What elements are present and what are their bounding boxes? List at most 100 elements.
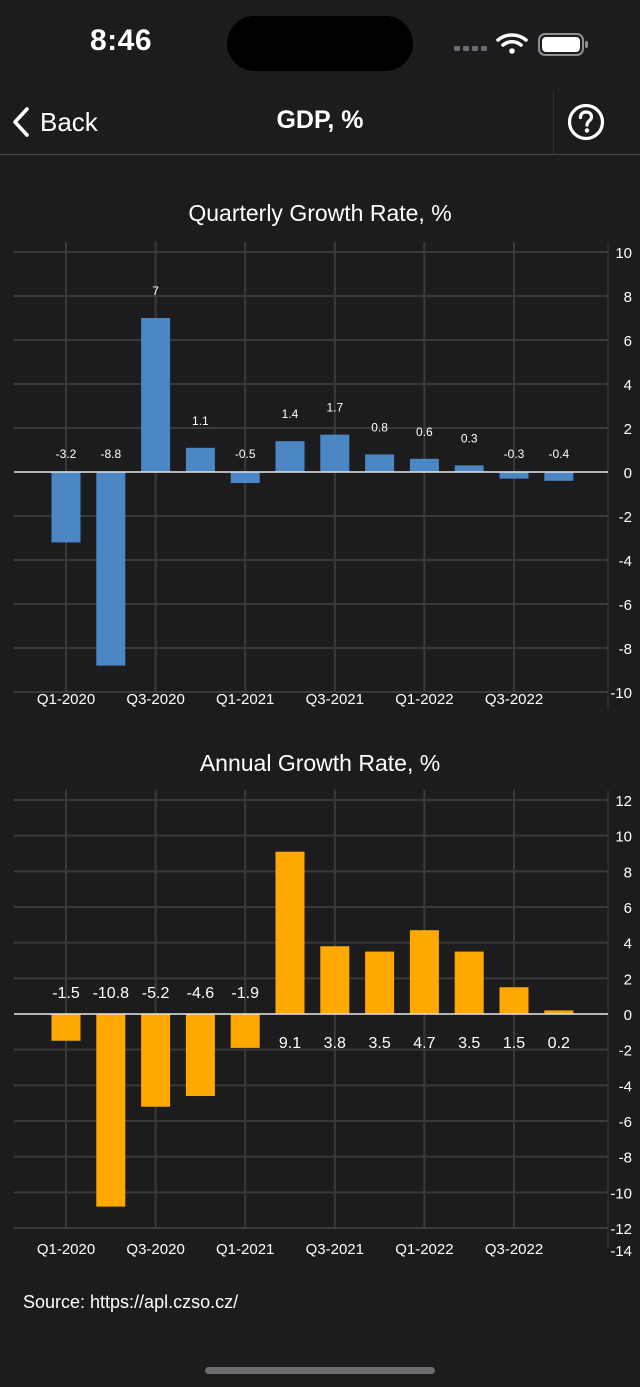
x-tick-label: Q1-2021 xyxy=(216,691,274,708)
wifi-icon xyxy=(496,33,528,54)
data-label: -1.9 xyxy=(231,985,259,1002)
x-tick-label: Q1-2022 xyxy=(395,691,453,708)
x-tick-label: Q3-2021 xyxy=(306,691,364,708)
y-tick-label: 8 xyxy=(624,864,632,881)
help-button[interactable] xyxy=(553,90,618,154)
x-tick-label: Q1-2021 xyxy=(216,1241,274,1258)
y-tick-label: -10 xyxy=(610,1185,632,1202)
y-tick-label: -6 xyxy=(619,597,632,614)
bar xyxy=(96,1014,126,1207)
bar xyxy=(454,951,484,1014)
data-label: 0.8 xyxy=(371,420,388,434)
y-tick-label: 4 xyxy=(624,936,632,953)
data-label: 9.1 xyxy=(279,1035,301,1052)
x-tick-label: Q1-2022 xyxy=(395,1241,453,1258)
bar xyxy=(230,472,260,483)
bar xyxy=(499,472,529,479)
bar xyxy=(275,851,305,1014)
y-tick-label: 6 xyxy=(624,333,632,350)
data-label: 3.5 xyxy=(368,1035,390,1052)
bar xyxy=(365,454,395,472)
data-label: 7 xyxy=(152,284,159,298)
data-label: 0.2 xyxy=(548,1035,570,1052)
bar xyxy=(185,447,215,472)
y-tick-label: 8 xyxy=(624,289,632,306)
status-bar: 8:46 xyxy=(0,0,640,90)
y-tick-label: -2 xyxy=(619,1043,632,1060)
y-tick-label: 10 xyxy=(615,829,632,846)
bar xyxy=(320,434,350,472)
y-tick-label: -4 xyxy=(619,553,632,570)
y-tick-label: 12 xyxy=(615,793,632,810)
question-circle-icon xyxy=(567,103,605,141)
y-tick-label: -10 xyxy=(610,685,632,702)
bar xyxy=(320,946,350,1014)
cellular-signal-icon xyxy=(454,46,487,51)
quarterly-chart-title: Quarterly Growth Rate, % xyxy=(188,200,452,226)
dynamic-island xyxy=(227,16,413,71)
source-link[interactable]: Source: https://apl.czso.cz/ xyxy=(23,1292,239,1312)
data-label: -3.2 xyxy=(56,447,77,461)
data-label: -0.3 xyxy=(504,447,525,461)
y-tick-label: 10 xyxy=(615,245,632,262)
data-label: -5.2 xyxy=(142,985,170,1002)
bar xyxy=(454,465,484,472)
annual-chart-title: Annual Growth Rate, % xyxy=(199,750,441,776)
nav-bar: Back GDP, % xyxy=(0,90,640,155)
y-tick-label: -4 xyxy=(619,1078,632,1095)
status-time: 8:46 xyxy=(90,24,153,57)
back-label: Back xyxy=(40,106,98,137)
data-label: 4.7 xyxy=(413,1035,435,1052)
bar xyxy=(230,1014,260,1048)
data-label: 1.7 xyxy=(326,401,343,415)
data-label: -8.8 xyxy=(100,447,121,461)
y-tick-label: 6 xyxy=(624,900,632,917)
bar xyxy=(141,1014,171,1107)
data-label: 1.1 xyxy=(192,414,209,428)
y-tick-label: -2 xyxy=(619,509,632,526)
quarterly-growth-chart: 10 8 6 4 2 0 -2 -4 -6 -8 -10 -3.2 -8.8 7 1.1 -0.5 1.4 1.7… xyxy=(14,242,632,710)
data-label: -10.8 xyxy=(93,985,130,1002)
y-tick-label: 0 xyxy=(624,1007,632,1024)
battery-icon xyxy=(538,33,588,56)
chevron-left-icon xyxy=(13,107,29,137)
y-tick-label: 2 xyxy=(624,971,632,988)
data-label: -4.6 xyxy=(187,985,215,1002)
x-tick-label: Q3-2022 xyxy=(485,691,543,708)
bar xyxy=(141,318,171,472)
back-button[interactable]: Back xyxy=(10,102,98,142)
bar xyxy=(544,1010,574,1014)
x-tick-label: Q1-2020 xyxy=(37,1241,95,1258)
bar xyxy=(409,458,439,472)
x-tick-label: Q3-2020 xyxy=(126,691,184,708)
bar xyxy=(544,472,574,481)
bar xyxy=(365,951,395,1014)
y-tick-label: 4 xyxy=(624,377,632,394)
x-tick-label: Q1-2020 xyxy=(37,691,95,708)
y-tick-label: -14 xyxy=(610,1243,632,1260)
home-indicator xyxy=(205,1367,435,1374)
x-tick-label: Q3-2022 xyxy=(485,1241,543,1258)
y-tick-label: 0 xyxy=(624,465,632,482)
y-tick-label: -8 xyxy=(619,641,632,658)
bar xyxy=(51,1014,81,1041)
y-tick-label: -6 xyxy=(619,1114,632,1131)
bar xyxy=(51,472,81,543)
data-label: 3.5 xyxy=(458,1035,480,1052)
data-label: 0.3 xyxy=(461,431,478,445)
bar xyxy=(409,930,439,1014)
bar xyxy=(96,472,126,666)
data-label: -0.4 xyxy=(548,447,569,461)
bar xyxy=(185,1014,215,1097)
data-label: 1.4 xyxy=(282,407,299,421)
y-tick-label: -8 xyxy=(619,1150,632,1167)
status-icons xyxy=(454,33,588,56)
bar xyxy=(275,441,305,472)
bar xyxy=(499,987,529,1014)
data-label: -1.5 xyxy=(52,985,80,1002)
data-label: 1.5 xyxy=(503,1035,525,1052)
y-tick-label: -12 xyxy=(610,1221,632,1238)
x-tick-label: Q3-2020 xyxy=(126,1241,184,1258)
x-tick-label: Q3-2021 xyxy=(306,1241,364,1258)
